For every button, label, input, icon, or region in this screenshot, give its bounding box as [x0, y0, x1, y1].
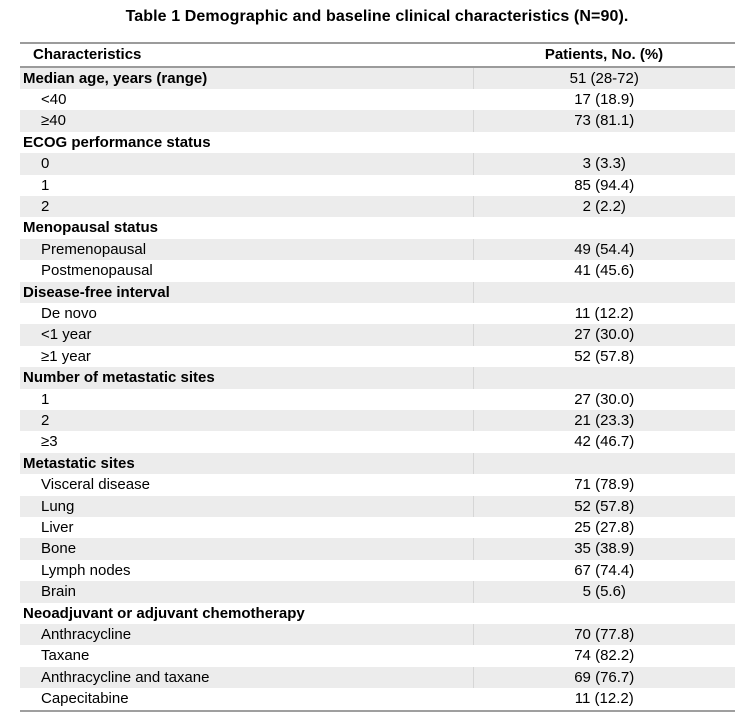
row-value: 70 (77.8): [472, 624, 735, 646]
section-label: Menopausal status: [23, 219, 159, 237]
table-row: Metastatic sites: [20, 452, 735, 475]
section-label: Disease-free interval: [23, 283, 170, 301]
row-value: 25 (27.8): [574, 519, 635, 537]
table-row: Median age, years (range) 51 (28-72): [20, 66, 735, 89]
row-label: ≥3: [41, 433, 58, 451]
row-label: Anthracycline: [41, 626, 132, 644]
row-value: 74 (82.2): [574, 647, 635, 665]
row-value: 5 (5.6): [472, 581, 735, 603]
row-value: 52 (57.8): [472, 495, 735, 518]
row-label: Lung: [41, 497, 75, 515]
table-row: 1 85 (94.4): [20, 175, 735, 196]
column-header-patients: Patients, No. (%): [473, 42, 735, 68]
row-value: [472, 367, 735, 389]
table-row: Bone 35 (38.9): [20, 538, 735, 560]
table-body: Median age, years (range) 51 (28-72) <40 17…: [20, 66, 735, 712]
row-value: 69 (76.7): [472, 666, 735, 689]
row-value: 2 (2.2): [472, 195, 735, 218]
row-value: 85 (94.4): [574, 176, 635, 194]
table-row: Premenopausal 49 (54.4): [20, 238, 735, 261]
row-label: Capecitabine: [20, 688, 473, 712]
row-label: De novo: [41, 304, 97, 322]
section-label: Metastatic sites: [23, 454, 135, 472]
row-value: 71 (78.9): [574, 476, 635, 494]
row-value: [473, 132, 735, 153]
table-row: Visceral disease 71 (78.9): [20, 474, 735, 495]
row-label: Visceral disease: [41, 476, 150, 494]
demographics-table: Characteristics Patients, No. (%) Median…: [20, 42, 735, 712]
row-value: 42 (46.7): [574, 433, 635, 451]
table-row: Neoadjuvant or adjuvant chemotherapy: [20, 603, 735, 624]
table-row: Liver 25 (27.8): [20, 517, 735, 538]
section-label: Neoadjuvant or adjuvant chemotherapy: [23, 604, 305, 622]
row-value: 27 (30.0): [472, 324, 735, 346]
row-value: 41 (45.6): [574, 262, 635, 280]
table-row: Brain 5 (5.6): [20, 581, 735, 603]
row-value: 11 (12.2): [473, 688, 735, 712]
row-value: 35 (38.9): [472, 538, 735, 560]
row-label: 0: [41, 155, 50, 173]
table-row: 0 3 (3.3): [20, 153, 735, 175]
row-value: 73 (81.1): [472, 110, 735, 132]
row-value: 49 (54.4): [472, 238, 735, 261]
table-row: ≥3 42 (46.7): [20, 431, 735, 452]
row-label: ≥40: [41, 112, 66, 130]
row-label: 2: [41, 197, 50, 215]
row-value: 17 (18.9): [574, 90, 635, 108]
row-label: Lymph nodes: [41, 561, 131, 579]
table-row: ≥40 73 (81.1): [20, 110, 735, 132]
row-label: Taxane: [41, 647, 90, 665]
row-value: [472, 281, 735, 303]
row-label: 2: [41, 412, 50, 429]
row-label: Premenopausal: [41, 240, 147, 258]
table-title: Table 1 Demographic and baseline clinica…: [125, 8, 629, 25]
table-row: Lung 52 (57.8): [20, 495, 735, 518]
table-row: Number of metastatic sites: [20, 367, 735, 389]
table-row: Disease-free interval: [20, 281, 735, 303]
row-label: Liver: [41, 519, 74, 537]
row-value: 27 (30.0): [574, 390, 635, 408]
table-row: Anthracycline 70 (77.8): [20, 624, 735, 646]
row-label: Brain: [41, 583, 77, 601]
table-row: ≥1 year 52 (57.8): [20, 346, 735, 367]
row-label: Anthracycline and taxane: [41, 668, 210, 686]
row-value: [472, 452, 735, 475]
table-header-row: Characteristics Patients, No. (%): [20, 42, 735, 68]
section-label: ECOG performance status: [23, 133, 211, 151]
row-label: Postmenopausal: [41, 262, 153, 280]
row-label: <1 year: [41, 326, 92, 344]
row-label: <40: [41, 90, 67, 108]
table-row: De novo 11 (12.2): [20, 303, 735, 324]
table-row: 2 21 (23.3): [20, 410, 735, 432]
table-row: Anthracycline and taxane 69 (76.7): [20, 666, 735, 689]
table-row: 1 27 (30.0): [20, 389, 735, 410]
section-label: Number of metastatic sites: [23, 369, 215, 387]
table-container: Characteristics Patients, No. (%) Median…: [20, 42, 754, 712]
table-row: 2 2 (2.2): [20, 195, 735, 218]
row-value: 21 (23.3): [472, 410, 735, 432]
table-row: Lymph nodes 67 (74.4): [20, 560, 735, 581]
row-label: 1: [41, 176, 50, 194]
column-header-characteristics: Characteristics: [20, 42, 473, 68]
row-label: Bone: [41, 540, 77, 558]
section-label: Median age, years (range): [23, 69, 208, 87]
row-value: 11 (12.2): [574, 304, 634, 322]
row-value: [473, 603, 735, 624]
table-row: Taxane 74 (82.2): [20, 645, 735, 666]
row-label: 1: [41, 390, 50, 408]
row-value: 51 (28-72): [472, 66, 735, 89]
table-row: Capecitabine 11 (12.2): [20, 688, 735, 712]
row-label: ≥1 year: [41, 347, 91, 365]
row-value: 67 (74.4): [574, 561, 635, 579]
table-row: Menopausal status: [20, 217, 735, 238]
row-value: [473, 217, 735, 238]
table-row: <40 17 (18.9): [20, 89, 735, 110]
table-row: <1 year 27 (30.0): [20, 324, 735, 346]
table-row: ECOG performance status: [20, 132, 735, 153]
row-value: 3 (3.3): [472, 153, 735, 175]
table-row: Postmenopausal 41 (45.6): [20, 260, 735, 281]
row-value: 52 (57.8): [574, 347, 635, 365]
